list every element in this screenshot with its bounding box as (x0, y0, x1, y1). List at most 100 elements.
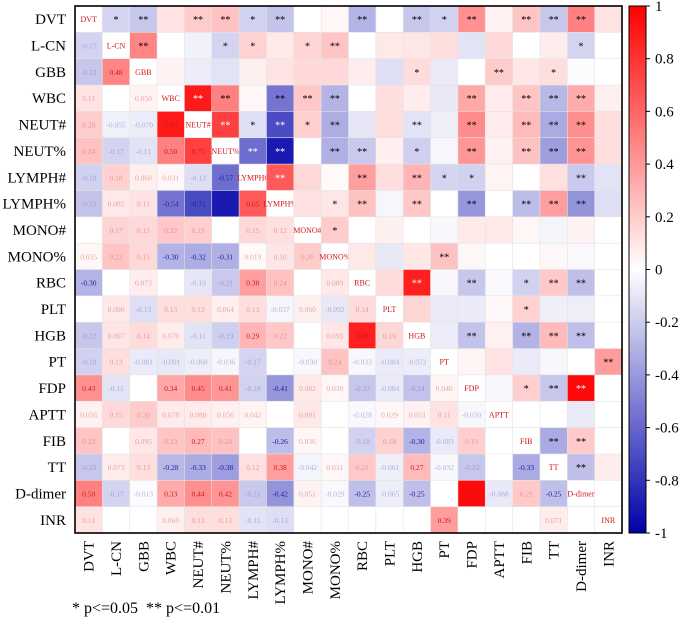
heatmap-cell (102, 400, 131, 429)
correlation-value: -0.055 (106, 121, 126, 130)
correlation-value: 0.080 (190, 410, 207, 419)
diagonal-label: APTT (489, 410, 509, 419)
heatmap-cell (566, 137, 596, 165)
heatmap-cell (512, 374, 541, 402)
diagonal-label: NEUT% (211, 147, 239, 156)
heatmap-cell (566, 84, 596, 113)
heatmap-cell (594, 137, 623, 165)
heatmap-cell (594, 84, 623, 113)
correlation-value: -0.070 (134, 121, 154, 130)
heatmap-cell (402, 137, 432, 165)
heatmap-cell (430, 506, 459, 534)
heatmap-cell (484, 32, 514, 60)
heatmap-cell (320, 137, 350, 165)
heatmap-cell (74, 190, 104, 218)
correlation-value: -0.065 (380, 489, 400, 498)
heatmap-cell (512, 400, 541, 429)
heatmap-cell (375, 58, 404, 86)
significance-stars: * (442, 173, 447, 184)
correlation-value: 0.030 (326, 384, 343, 393)
significance-stars: ** (412, 279, 422, 290)
heatmap-cell (102, 427, 131, 455)
heatmap-cell (484, 269, 514, 297)
column-label: MONO# (300, 541, 316, 595)
heatmap-cell (566, 111, 596, 139)
heatmap-cell (156, 32, 186, 60)
heatmap-cell (348, 111, 377, 139)
correlation-value: 0.21 (520, 489, 533, 498)
significance-stars: ** (467, 94, 477, 105)
heatmap-cell (238, 84, 268, 113)
row-label: GBB (35, 65, 66, 81)
column-label: LYMPH# (246, 541, 262, 600)
heatmap-cell (293, 348, 322, 376)
heatmap-cell (457, 400, 486, 429)
heatmap-cell (457, 84, 486, 113)
diagonal-label: RBC (354, 279, 370, 288)
heatmap-cell (430, 5, 459, 34)
correlation-value: 0.035 (80, 252, 97, 261)
correlation-value: -0.072 (407, 358, 427, 367)
heatmap-cell (156, 242, 186, 271)
significance-stars: ** (576, 279, 586, 290)
significance-stars: ** (521, 94, 531, 105)
correlation-value: -0.11 (108, 384, 124, 393)
colorbar-tick-label: -0.2 (655, 315, 679, 331)
heatmap-cell (430, 84, 459, 113)
correlation-value: -0.24 (409, 384, 425, 393)
diagonal-label: HGB (408, 331, 425, 340)
correlation-value: -0.17 (81, 42, 97, 51)
significance-stars: * (414, 147, 419, 158)
heatmap-cell (184, 427, 213, 455)
correlation-value: 0.50 (164, 147, 177, 156)
significance-stars: ** (220, 94, 230, 105)
correlation-value: -0.22 (81, 68, 97, 77)
column-label: FIB (519, 541, 535, 564)
heatmap-cell (484, 506, 514, 534)
heatmap-cell (539, 84, 569, 113)
heatmap-cell (74, 84, 104, 113)
correlation-value: 0.071 (545, 516, 562, 525)
heatmap-cell (184, 374, 213, 402)
significance-stars: ** (576, 147, 586, 158)
correlation-value: 0.27 (192, 437, 205, 446)
heatmap-cell (184, 216, 213, 244)
heatmap-cell (129, 32, 158, 60)
significance-legend: * p<=0.05 ** p<=0.01 (72, 600, 221, 617)
heatmap-cell (484, 348, 514, 376)
correlation-value: -0.54 (163, 200, 179, 209)
correlation-value: 0.097 (108, 331, 125, 340)
heatmap-cell (566, 295, 596, 323)
heatmap-cell (348, 242, 377, 271)
heatmap-cell (512, 163, 541, 192)
heatmap-cell (238, 427, 268, 455)
heatmap-cell (594, 506, 623, 534)
correlation-value: 0.056 (217, 410, 234, 419)
heatmap-cell (375, 5, 404, 34)
heatmap-cell (266, 321, 295, 350)
correlation-value: -0.092 (325, 305, 345, 314)
correlation-value: 0.091 (299, 410, 316, 419)
heatmap-cell (375, 137, 404, 165)
heatmap-cell (484, 190, 514, 218)
correlation-value: 0.10 (274, 252, 287, 261)
heatmap-cell (566, 374, 596, 402)
heatmap-cell (74, 58, 104, 86)
correlation-value: 0.15 (109, 410, 122, 419)
heatmap-cell (566, 453, 596, 482)
correlation-value: -0.71 (190, 200, 206, 209)
heatmap-cell (375, 506, 404, 534)
heatmap-cell (238, 58, 268, 86)
heatmap-cell (293, 453, 322, 482)
significance-stars: * (250, 121, 255, 132)
heatmap-cell (293, 111, 322, 139)
heatmap-cell (375, 453, 404, 482)
heatmap-cell (293, 242, 322, 271)
correlation-value: -0.042 (298, 463, 318, 472)
correlation-value: -0.088 (489, 489, 509, 498)
heatmap-cell (348, 453, 377, 482)
significance-stars: * (524, 384, 529, 395)
significance-stars: * (551, 68, 556, 79)
significance-stars: ** (521, 147, 531, 158)
significance-stars: ** (467, 331, 477, 342)
